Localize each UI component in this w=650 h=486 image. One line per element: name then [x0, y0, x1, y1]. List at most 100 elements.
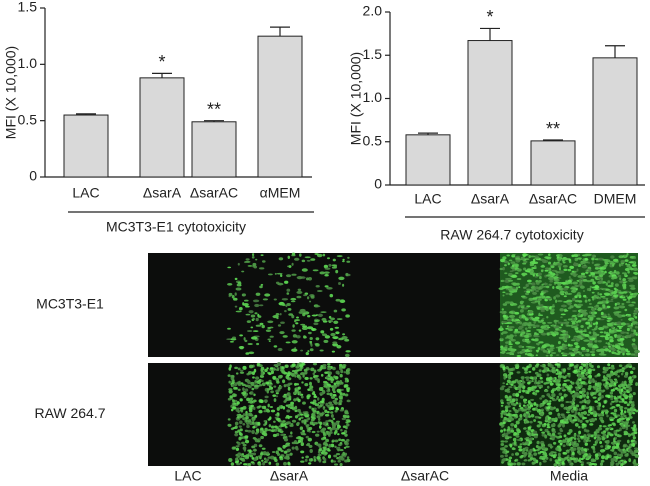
cell	[607, 446, 611, 449]
cell	[329, 420, 333, 422]
cell	[542, 260, 548, 263]
cell	[259, 286, 263, 289]
cell	[228, 374, 231, 377]
cell	[334, 310, 338, 313]
cell	[318, 402, 322, 404]
cell	[632, 321, 638, 324]
cell	[231, 462, 234, 466]
cell	[524, 323, 528, 326]
cell	[509, 456, 512, 459]
cell	[527, 382, 530, 385]
cell	[267, 320, 273, 323]
cell	[300, 450, 304, 453]
cell	[334, 402, 338, 405]
cell	[600, 445, 603, 448]
cell	[624, 309, 627, 311]
cell	[621, 303, 624, 305]
cell	[624, 433, 627, 435]
cell	[590, 379, 594, 382]
cell	[597, 434, 601, 436]
cell	[306, 352, 309, 355]
cell	[279, 456, 282, 458]
cell	[600, 335, 606, 337]
cell	[593, 444, 597, 446]
cell	[229, 395, 232, 398]
cell	[625, 372, 628, 376]
cell	[302, 260, 306, 263]
cell	[236, 287, 242, 290]
cell	[527, 431, 531, 435]
cell	[232, 337, 236, 339]
cell	[600, 449, 603, 452]
cell	[501, 426, 504, 428]
cell	[501, 405, 504, 407]
cell	[264, 423, 267, 425]
cell	[608, 425, 611, 427]
cell	[296, 296, 301, 299]
cell	[287, 449, 291, 452]
cell	[627, 384, 631, 388]
cell	[246, 425, 250, 429]
cell	[262, 448, 266, 450]
cell	[633, 267, 637, 270]
cell	[506, 255, 510, 257]
cell	[319, 387, 323, 391]
cell	[611, 291, 615, 294]
cell	[300, 426, 303, 429]
cell	[585, 407, 589, 409]
cell	[236, 311, 242, 313]
cell	[570, 363, 574, 366]
bar	[64, 115, 108, 177]
cell	[327, 367, 331, 370]
cell	[250, 455, 253, 458]
cell	[506, 352, 512, 354]
cell	[546, 352, 548, 354]
cell	[304, 383, 308, 386]
cell	[614, 416, 617, 418]
cell	[248, 371, 252, 375]
cell	[623, 450, 626, 454]
cell	[239, 457, 242, 460]
cell	[577, 373, 580, 375]
cell	[579, 281, 582, 284]
cell	[635, 308, 638, 310]
cell	[501, 280, 503, 282]
cell	[546, 406, 550, 409]
cell	[518, 327, 522, 330]
cell	[589, 331, 592, 333]
cell	[576, 321, 578, 324]
cell	[502, 382, 505, 384]
cell	[537, 409, 541, 413]
cell	[288, 256, 290, 259]
cell	[571, 437, 575, 439]
cell	[526, 411, 529, 413]
cell	[263, 451, 267, 454]
cell	[543, 290, 548, 293]
cell	[542, 318, 545, 320]
cell	[228, 418, 231, 420]
cell	[588, 453, 591, 456]
cell	[632, 443, 635, 447]
y-tick-label: 1.0	[18, 55, 38, 71]
cell	[568, 318, 572, 320]
cell	[560, 404, 564, 408]
cell	[300, 437, 303, 440]
cell	[518, 286, 520, 288]
cell	[251, 445, 255, 448]
cell	[515, 329, 519, 332]
cell	[535, 390, 539, 393]
cell	[580, 436, 584, 438]
cell	[523, 448, 526, 452]
cell	[539, 329, 544, 333]
cell	[593, 323, 596, 326]
cell	[298, 376, 301, 380]
cell	[592, 312, 595, 316]
cell	[620, 415, 623, 418]
cell	[553, 463, 557, 466]
cell	[241, 455, 243, 457]
cell	[505, 316, 507, 319]
cell	[631, 440, 635, 442]
cell	[266, 382, 269, 384]
cell	[323, 383, 326, 386]
cell	[345, 354, 350, 357]
